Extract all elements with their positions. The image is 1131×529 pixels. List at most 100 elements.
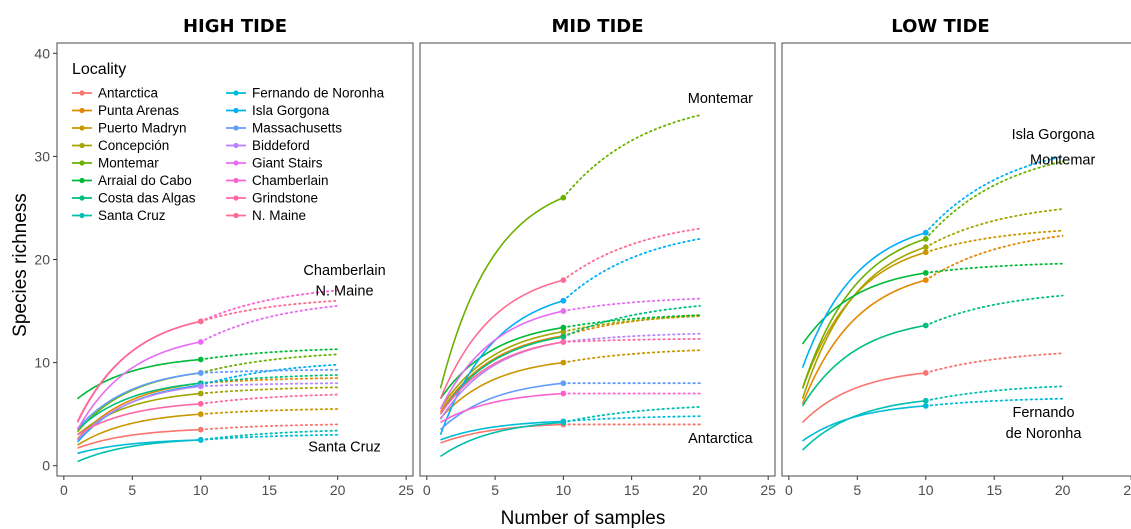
annotation-de-noronha: de Noronha xyxy=(1006,426,1083,442)
observed-point-n-maine xyxy=(197,318,204,325)
series-line-antarctica xyxy=(801,372,926,423)
observed-point-santa-cruz xyxy=(922,397,929,404)
legend-label: Concepción xyxy=(98,138,169,153)
series-line-punta-arenas xyxy=(439,335,564,413)
series-line-santa-cruz xyxy=(801,399,926,451)
legend-item-antarctica: Antarctica xyxy=(72,86,159,101)
legend-key-point xyxy=(79,195,85,201)
legend-label: Biddeford xyxy=(252,138,310,153)
legend-key-point xyxy=(233,212,239,219)
series-line-massachusetts xyxy=(76,372,201,430)
legend-label: Isla Gorgona xyxy=(252,103,330,118)
x-tick-label: 25 xyxy=(760,482,776,498)
legend-label: Arraial do Cabo xyxy=(98,173,192,188)
observed-point-montemar xyxy=(560,194,567,201)
x-tick-label: 0 xyxy=(785,482,793,498)
annotation-montemar: Montemar xyxy=(688,91,753,107)
series-line-isla-gorgona xyxy=(801,231,927,369)
annotation-isla-gorgona: Isla Gorgona xyxy=(1012,127,1096,143)
annotation-santa-cruz: Santa Cruz xyxy=(308,439,381,455)
x-tick-label: 5 xyxy=(491,482,499,498)
series-extrapolation-punta-arenas xyxy=(924,234,1064,282)
panel-title: LOW TIDE xyxy=(891,16,989,37)
legend-item-chamberlain: Chamberlain xyxy=(226,173,329,188)
legend-label: Antarctica xyxy=(98,86,159,101)
legend-label: Massachusetts xyxy=(252,121,342,136)
x-tick-label: 15 xyxy=(624,482,640,498)
observed-point-costa-das-algas xyxy=(922,322,929,329)
series-extrapolation-massachusetts xyxy=(199,368,339,374)
legend-key-point xyxy=(79,90,85,96)
observed-point-massachusetts xyxy=(197,370,204,376)
observed-point-puerto-madryn xyxy=(922,249,929,256)
y-tick-label: 40 xyxy=(34,45,50,61)
annotation-antarctica: Antarctica xyxy=(688,431,753,447)
legend-item-giant-stairs: Giant Stairs xyxy=(226,156,323,171)
panel-mid-tide: MID TIDE Montemar Antarctica 0 5 10 15 20 25 xyxy=(419,16,776,498)
series-extrapolation-fernando-de-noronha xyxy=(199,433,339,441)
series-group xyxy=(76,289,339,463)
series-extrapolation-punta-arenas xyxy=(199,377,339,385)
observed-point-giant-stairs xyxy=(197,339,204,345)
observed-point-biddeford xyxy=(197,383,204,390)
observed-point-arraial-do-cabo xyxy=(922,270,929,276)
series-extrapolation-puerto-madryn xyxy=(199,408,339,416)
observed-point-isla-gorgona xyxy=(560,297,567,304)
legend-item-biddeford: Biddeford xyxy=(226,138,310,153)
series-line-giant-stairs xyxy=(439,310,564,410)
x-tick-label: 0 xyxy=(423,482,431,498)
series-line-punta-arenas xyxy=(801,279,926,405)
series-extrapolation-concepcion xyxy=(199,386,339,395)
x-tick-label: 20 xyxy=(692,482,708,498)
series-line-antarctica xyxy=(440,423,564,444)
series-extrapolation-isla-gorgona xyxy=(562,237,701,302)
series-line-fernando-de-noronha xyxy=(77,439,201,455)
x-tick-label: 10 xyxy=(193,482,209,498)
series-extrapolation-montemar xyxy=(199,353,339,374)
x-tick-label: 15 xyxy=(261,482,277,498)
y-tick-label: 30 xyxy=(34,148,50,164)
observed-point-fernando-de-noronha xyxy=(922,402,929,409)
series-extrapolation-arraial-do-cabo xyxy=(199,348,339,361)
series-extrapolation-biddeford xyxy=(199,382,339,388)
observed-point-concepcion xyxy=(560,328,567,335)
series-line-puerto-madryn xyxy=(439,361,564,419)
series-line-fernando-de-noronha xyxy=(440,420,564,441)
panel-title: MID TIDE xyxy=(551,16,643,37)
legend-label: Santa Cruz xyxy=(98,208,166,223)
observed-point-massachusetts xyxy=(560,380,567,387)
panel-border xyxy=(781,42,1131,477)
observed-point-puerto-madryn xyxy=(560,359,567,366)
series-line-puerto-madryn xyxy=(801,251,927,389)
legend-label: Giant Stairs xyxy=(252,156,323,171)
observed-point-montemar xyxy=(922,235,929,242)
y-tick-label: 0 xyxy=(42,458,50,474)
legend-label: Montemar xyxy=(98,156,159,171)
x-tick-label: 20 xyxy=(330,482,346,498)
observed-point-arraial-do-cabo xyxy=(197,356,204,363)
legend-item-isla-gorgona: Isla Gorgona xyxy=(226,103,330,118)
panel-border xyxy=(419,42,776,477)
series-extrapolation-santa-cruz xyxy=(199,429,339,441)
series-extrapolation-isla-gorgona xyxy=(199,363,339,387)
legend-label: Fernando de Noronha xyxy=(252,86,385,101)
observed-point-concepcion xyxy=(197,390,204,397)
series-extrapolation-montemar xyxy=(562,114,701,199)
x-tick-label: 25 xyxy=(398,482,414,498)
x-tick-label: 5 xyxy=(128,482,136,498)
observed-point-isla-gorgona xyxy=(922,229,929,236)
series-extrapolation-arraial-do-cabo xyxy=(562,314,701,329)
observed-point-arraial-do-cabo xyxy=(560,324,567,331)
series-extrapolation-arraial-do-cabo xyxy=(924,262,1064,274)
observed-point-chamberlain xyxy=(560,390,567,397)
series-line-montemar xyxy=(801,238,927,389)
legend-item-costa-das-algas: Costa das Algas xyxy=(72,191,196,206)
legend-key-point xyxy=(233,160,239,166)
legend-key-point xyxy=(233,90,239,96)
legend-key-point xyxy=(233,107,239,114)
series-extrapolation-puerto-madryn xyxy=(924,229,1064,254)
legend-key-point xyxy=(79,160,85,166)
observed-point-puerto-madryn xyxy=(197,411,204,418)
series-line-antarctica xyxy=(77,428,201,449)
legend-item-punta-arenas: Punta Arenas xyxy=(72,103,179,118)
